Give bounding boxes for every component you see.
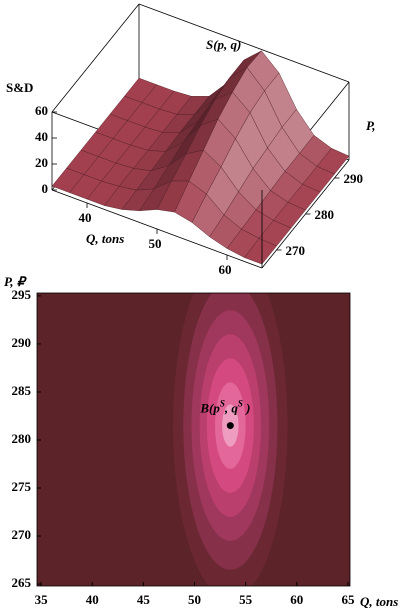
z-tick-label: 20: [35, 155, 48, 170]
point-label: B(pS, qS ): [199, 399, 250, 416]
optimum-point: [226, 422, 234, 430]
x-tick-label: 55: [239, 592, 253, 607]
x-axis-label: Q, tons: [86, 231, 124, 246]
point-label-part: , q: [224, 401, 239, 416]
z-axis-label: S&D: [6, 80, 33, 95]
y-tick-label: 280: [315, 207, 335, 222]
surface-cell: [244, 238, 277, 265]
contour-chart: 35 40 45 50 55 60 65265270275280285290295B(pS,…: [4, 274, 398, 609]
z-tick-label: 60: [35, 103, 48, 118]
x-tick-label: 45: [137, 592, 151, 607]
point-label-part: S: [220, 399, 225, 409]
x-tick-label: 65: [341, 592, 355, 607]
z-tick-label: 40: [35, 129, 48, 144]
x-tick-label: 60: [219, 262, 232, 277]
contour-levels: [173, 293, 288, 586]
surface-chart: 0 20 40 60 40 50 60 270 280 290 S(p, q) S&D Q, tons P…: [6, 3, 376, 277]
box-edge: [51, 3, 140, 113]
y-tick-label: 280: [12, 431, 32, 446]
y-tick-label: 270: [286, 243, 306, 258]
y-tick-label: 275: [12, 479, 32, 494]
y-tick-label: 290: [344, 171, 364, 186]
point-label-part: ): [243, 401, 251, 416]
y-tick-label: 285: [12, 383, 32, 398]
point-label-part: B(p: [199, 401, 220, 416]
x-tick-label: 60: [290, 592, 303, 607]
y-axis-label: P,: [366, 118, 376, 133]
point-label-part: S: [238, 399, 243, 409]
x-tick-label: 40: [86, 592, 99, 607]
x-tick-label: 50: [149, 236, 162, 251]
chart-title: S(p, q): [206, 37, 241, 52]
x-tick-label: 35: [35, 592, 49, 607]
y-axis-label: P, ₽: [4, 274, 28, 289]
y-tick-label: 295: [12, 287, 32, 302]
x-tick-label: 50: [188, 592, 201, 607]
box-edge: [138, 3, 350, 83]
y-tick-label: 290: [12, 335, 32, 350]
y-tick-label: 265: [12, 575, 32, 590]
x-axis-label: Q, tons: [360, 594, 398, 609]
x-tick-label: 40: [79, 210, 92, 225]
z-tick-label: 0: [42, 181, 49, 196]
y-tick-label: 270: [12, 527, 32, 542]
